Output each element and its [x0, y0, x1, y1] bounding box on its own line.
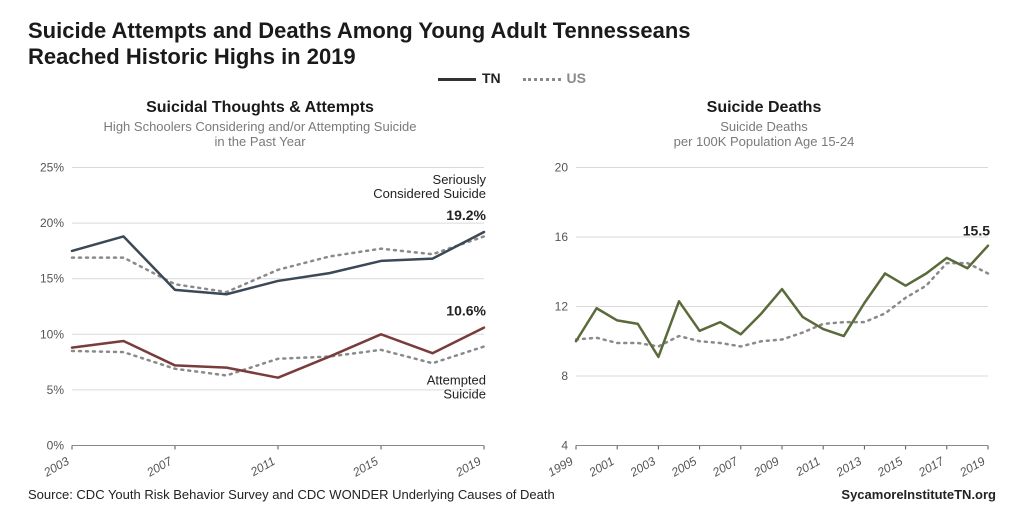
- svg-text:25%: 25%: [40, 160, 64, 174]
- svg-text:2013: 2013: [833, 454, 864, 480]
- svg-text:20%: 20%: [40, 216, 64, 230]
- svg-text:10%: 10%: [40, 327, 64, 341]
- svg-text:Considered Suicide: Considered Suicide: [373, 186, 486, 201]
- svg-text:2015: 2015: [350, 454, 381, 480]
- svg-text:2003: 2003: [41, 454, 72, 480]
- svg-text:Seriously: Seriously: [433, 172, 487, 187]
- svg-text:8: 8: [561, 369, 568, 383]
- svg-text:19.2%: 19.2%: [446, 207, 486, 223]
- svg-text:2011: 2011: [247, 454, 277, 480]
- svg-text:15%: 15%: [40, 271, 64, 285]
- svg-text:2019: 2019: [453, 454, 484, 480]
- svg-text:Suicide: Suicide: [443, 386, 486, 401]
- svg-text:2001: 2001: [586, 454, 617, 480]
- svg-text:2003: 2003: [627, 454, 658, 480]
- svg-text:16: 16: [555, 230, 569, 244]
- svg-text:20: 20: [555, 160, 569, 174]
- svg-text:2017: 2017: [915, 453, 947, 480]
- svg-text:2011: 2011: [792, 454, 822, 480]
- svg-text:10.6%: 10.6%: [446, 302, 486, 318]
- footer-source: Source: CDC Youth Risk Behavior Survey a…: [28, 487, 555, 502]
- right-chart-block: Suicide Deaths Suicide Deathsper 100K Po…: [532, 99, 996, 479]
- svg-text:2009: 2009: [751, 454, 782, 480]
- left-chart-subtitle: High Schoolers Considering and/or Attemp…: [28, 119, 492, 151]
- legend-tn-label: TN: [482, 70, 501, 86]
- svg-text:2007: 2007: [144, 453, 176, 480]
- right-chart-title: Suicide Deaths: [532, 99, 996, 117]
- svg-text:2019: 2019: [957, 454, 988, 480]
- main-title: Suicide Attempts and Deaths Among Young …: [28, 18, 996, 71]
- svg-text:12: 12: [555, 299, 569, 313]
- legend: TN US: [0, 70, 1024, 86]
- svg-text:5%: 5%: [47, 383, 65, 397]
- left-chart-plot: 0% 5% 10% 15% 20% 25% 2003 2007 2011 2015 2019 19.2…: [28, 157, 492, 484]
- svg-text:2005: 2005: [668, 454, 699, 480]
- legend-tn-swatch: [438, 78, 476, 81]
- legend-us-swatch: [523, 78, 561, 81]
- svg-text:2007: 2007: [709, 453, 741, 480]
- svg-text:Attempted: Attempted: [427, 372, 486, 387]
- svg-text:4: 4: [561, 438, 568, 452]
- left-chart-block: Suicidal Thoughts & Attempts High School…: [28, 99, 492, 479]
- svg-text:1999: 1999: [545, 454, 575, 480]
- legend-us-label: US: [567, 70, 586, 86]
- svg-text:2015: 2015: [874, 454, 905, 480]
- footer-org: SycamoreInstituteTN.org: [841, 487, 996, 502]
- svg-text:15.5: 15.5: [963, 222, 990, 238]
- right-chart-plot: 4 8 12 16 20 1999 2001 2003 2005 2007 2009 2011 2013…: [532, 157, 996, 484]
- left-chart-title: Suicidal Thoughts & Attempts: [28, 99, 492, 117]
- svg-text:0%: 0%: [47, 438, 65, 452]
- right-chart-subtitle: Suicide Deathsper 100K Population Age 15…: [532, 119, 996, 151]
